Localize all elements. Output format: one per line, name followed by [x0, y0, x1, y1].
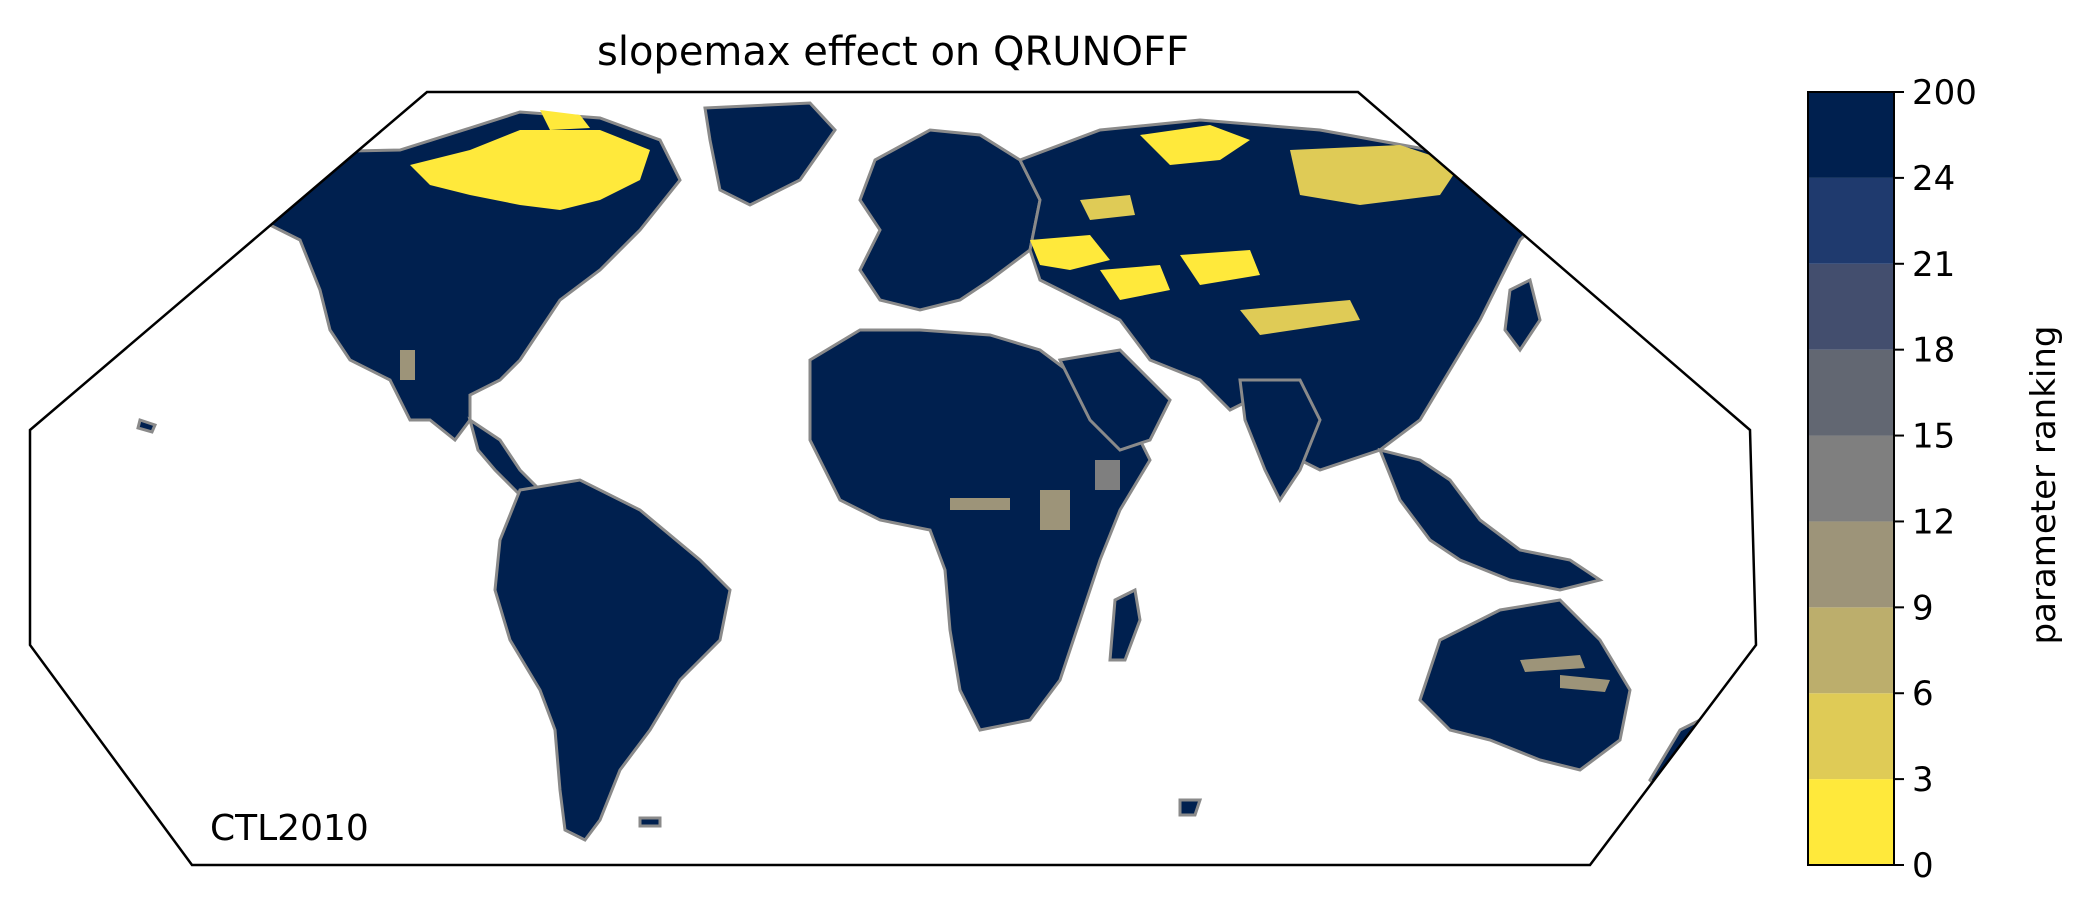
africa: [808, 328, 1152, 732]
colorbar-label: parameter ranking: [2024, 326, 2064, 645]
pacific-island: [1178, 798, 1203, 817]
australia: [1418, 598, 1632, 772]
siberia-yellow: [1140, 125, 1250, 165]
colorbar-bin-0-3: [1808, 779, 1894, 865]
alaska-yellow: [240, 158, 300, 178]
colorbar: 0 3 6 9 12 15 18 21 24 200: [1807, 73, 1977, 886]
australia-grey-2: [1560, 675, 1610, 692]
southeast-asia: [1377, 447, 1604, 592]
europe-gold: [1080, 195, 1135, 220]
colorbar-tick-label: 3: [1912, 760, 1934, 800]
siberia-gold-1: [1290, 145, 1460, 205]
colorbar-bin-12-15: [1808, 435, 1894, 522]
colorbar-bin-9-12: [1808, 521, 1894, 608]
colorbar-frame: [1807, 91, 1895, 866]
sahel-grey-1: [950, 498, 1010, 510]
central-america: [467, 416, 543, 497]
colorbar-bin-21-24: [1808, 177, 1894, 264]
greenland: [703, 101, 837, 207]
falkland-island: [638, 816, 662, 828]
madagascar: [1108, 587, 1142, 662]
australia-grey-1: [1520, 655, 1585, 672]
experiment-label: CTL2010: [210, 808, 369, 849]
central-asia-yellow-2: [1100, 265, 1170, 300]
grey-rank-patches: [400, 350, 1610, 692]
colorbar-bin-6-9: [1808, 607, 1894, 694]
colorbar-tick-label: 18: [1912, 331, 1955, 371]
hawaii-island: [136, 418, 158, 434]
central-asia-yellow-1: [1030, 235, 1110, 270]
siberia-gold-2: [1470, 170, 1550, 198]
map-title: slopemax effect on QRUNOFF: [597, 29, 1189, 75]
colorbar-tick-label: 9: [1912, 588, 1934, 628]
colorbar-tick-label: 0: [1912, 846, 1934, 886]
canada-north-yellow: [540, 110, 590, 130]
colorbar-bin-18-21: [1808, 263, 1894, 350]
central-asia-yellow-3: [1180, 250, 1260, 285]
colorbar-tick-label: 6: [1912, 674, 1934, 714]
sahel-grey-2: [1040, 490, 1070, 530]
canada-yellow: [410, 130, 650, 210]
south-america: [493, 478, 732, 842]
east-africa-grey: [1095, 460, 1120, 490]
arabia: [1057, 348, 1172, 452]
colorbar-tick-label: 12: [1912, 502, 1955, 542]
mid-rank-patches: [1080, 145, 1550, 335]
low-rank-patches: [240, 110, 1260, 300]
colorbar-bin-3-6: [1808, 693, 1894, 780]
japan: [1503, 277, 1542, 353]
europe: [858, 128, 1042, 312]
colorbar-tick-label: 15: [1912, 417, 1955, 457]
tibet-gold: [1240, 300, 1360, 335]
land-mass: [136, 101, 1703, 842]
india: [1238, 378, 1322, 503]
usa-grey: [400, 350, 415, 380]
colorbar-tick-label: 200: [1912, 73, 1977, 113]
colorbar-tick-label: 24: [1912, 159, 1955, 199]
colorbar-bin-15-18: [1808, 349, 1894, 436]
colorbar-tick-label: 21: [1912, 245, 1955, 285]
world-map: [136, 101, 1703, 842]
colorbar-bin-24-200: [1808, 92, 1894, 178]
map-boundary: [28, 90, 1758, 867]
